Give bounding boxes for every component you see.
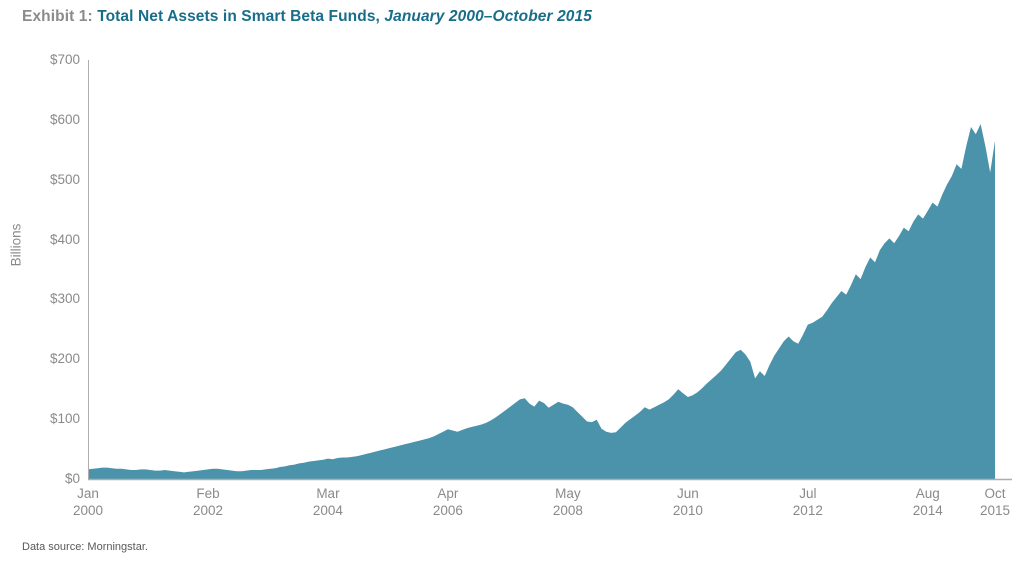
- x-tick-year: 2012: [792, 503, 823, 518]
- x-tick-year: 2015: [979, 503, 1011, 518]
- y-tick-label: $600: [49, 111, 80, 127]
- chart-title: Total Net Assets in Smart Beta Funds,: [97, 8, 380, 25]
- y-tick-label: $700: [49, 52, 80, 67]
- exhibit-label: Exhibit 1:: [22, 8, 93, 25]
- chart-title-period: January 2000–October 2015: [384, 8, 592, 25]
- area-series: [88, 124, 995, 479]
- x-tick-year: 2002: [192, 503, 223, 518]
- x-tick-label: Oct 2015: [960, 485, 1024, 519]
- x-tick-label: Mar 2004: [293, 485, 363, 519]
- x-tick-label: Jun 2010: [653, 485, 723, 519]
- x-tick-month: Jun: [676, 486, 699, 501]
- x-tick-year: 2010: [672, 503, 703, 518]
- x-tick-label: May 2008: [533, 485, 603, 519]
- x-tick-month: Jan: [77, 486, 99, 501]
- data-source-note: Data source: Morningstar.: [22, 541, 148, 553]
- plot-area: [88, 60, 1012, 481]
- x-tick-month: Mar: [316, 486, 340, 501]
- x-tick-month: Aug: [915, 486, 940, 501]
- x-tick-label: Jul 2012: [773, 485, 843, 519]
- x-tick-month: Oct: [984, 486, 1006, 501]
- y-tick-label: $100: [49, 411, 80, 427]
- x-tick-month: Jul: [799, 486, 817, 501]
- x-tick-label: Aug 2014: [893, 485, 963, 519]
- x-tick-month: May: [555, 486, 581, 501]
- x-tick-month: Feb: [196, 486, 220, 501]
- y-tick-label: $300: [49, 291, 80, 307]
- x-tick-year: 2004: [312, 503, 343, 518]
- x-tick-year: 2008: [552, 503, 583, 518]
- x-tick-month: Apr: [437, 486, 459, 501]
- y-tick-label: $500: [49, 171, 80, 187]
- x-tick-label: Feb 2002: [173, 485, 243, 519]
- x-tick-label: Apr 2006: [413, 485, 483, 519]
- x-tick-year: 2000: [72, 503, 104, 518]
- y-tick-label: $200: [49, 351, 80, 367]
- x-tick-year: 2014: [912, 503, 943, 518]
- x-tick-label: Jan 2000: [53, 485, 123, 519]
- x-tick-year: 2006: [432, 503, 463, 518]
- exhibit-title: Exhibit 1: Total Net Assets in Smart Bet…: [22, 8, 592, 26]
- y-tick-label: $400: [49, 231, 80, 247]
- y-tick-label: $0: [64, 471, 80, 486]
